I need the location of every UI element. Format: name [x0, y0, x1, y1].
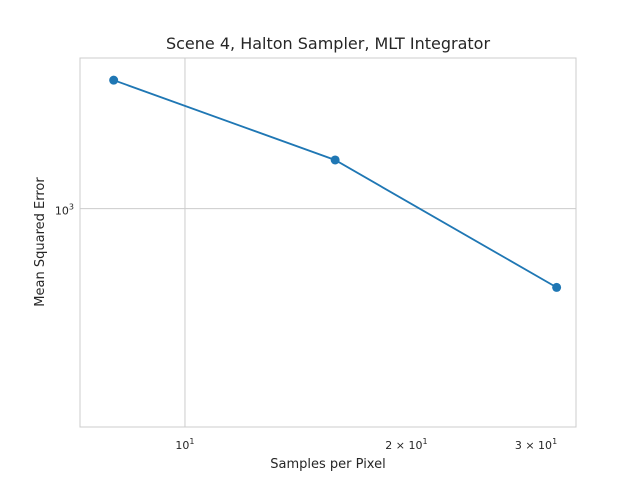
y-tick-label-0: 103 — [55, 203, 74, 218]
y-axis-label: Mean Squared Error — [33, 177, 48, 307]
data-point-0-2 — [552, 282, 562, 292]
chart-title: Scene 4, Halton Sampler, MLT Integrator — [166, 34, 490, 53]
x-tick-labels: 101 2 × 101 3 × 101 — [175, 437, 557, 452]
data-point-0-1 — [330, 155, 340, 165]
x-tick-label-2: 3 × 101 — [515, 437, 557, 452]
x-axis-label: Samples per Pixel — [270, 457, 385, 472]
x-tick-label-1: 2 × 101 — [385, 437, 427, 452]
y-tick-labels: 103 — [55, 203, 74, 218]
plot-area — [79, 57, 577, 428]
x-tick-label-0: 101 — [175, 437, 194, 452]
series-group — [109, 75, 562, 292]
grid — [80, 58, 576, 427]
data-point-0-0 — [109, 75, 119, 85]
